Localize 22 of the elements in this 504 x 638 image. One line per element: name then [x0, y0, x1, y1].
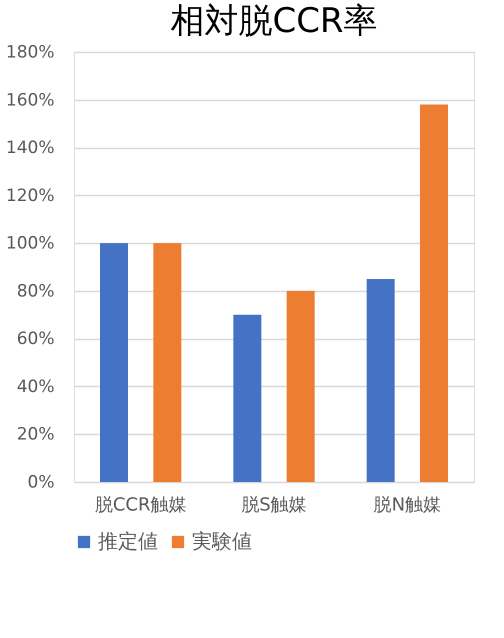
bar	[420, 104, 448, 482]
y-tick-label: 0%	[28, 472, 54, 492]
y-tick-label: 100%	[6, 234, 54, 254]
x-tick-label: 脱CCR触媒	[94, 494, 186, 516]
legend-label: 実験値	[192, 529, 252, 553]
legend-label: 推定値	[98, 529, 158, 553]
y-tick-label: 140%	[6, 138, 54, 158]
bar	[286, 290, 315, 482]
y-tick-label: 180%	[6, 42, 54, 62]
y-tick-label: 60%	[16, 329, 54, 350]
y-tick-label: 40%	[16, 376, 54, 397]
bar	[100, 243, 128, 482]
y-tick-label: 120%	[6, 186, 54, 206]
bar	[366, 278, 395, 482]
y-tick-label: 80%	[16, 281, 54, 302]
y-tick-label: 20%	[16, 424, 54, 445]
x-tick-label: 脱N触媒	[374, 494, 442, 516]
x-tick-label: 脱S触媒	[241, 494, 307, 516]
chart-title: 相対脱CCR率	[170, 1, 378, 41]
bar	[153, 243, 182, 482]
bar	[233, 314, 262, 482]
y-tick-label: 160%	[6, 90, 54, 110]
